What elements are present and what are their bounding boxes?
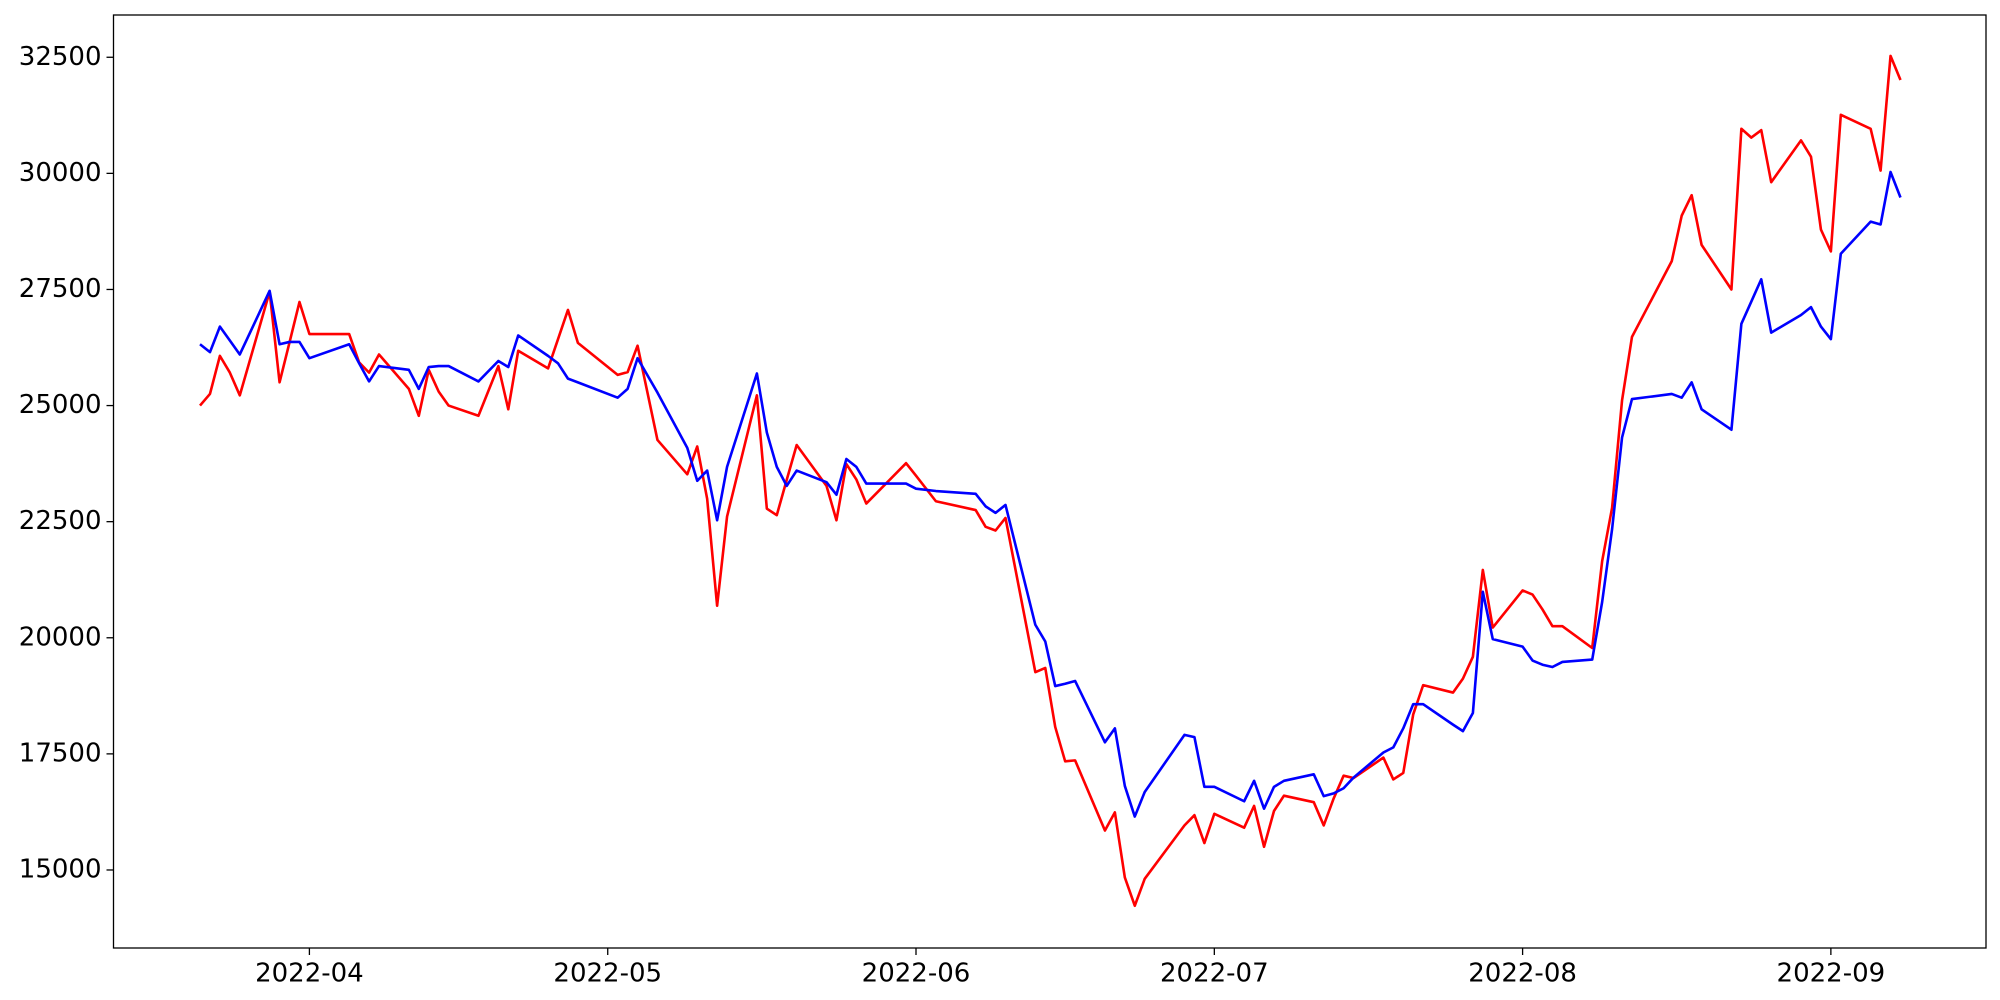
plot-frame — [112, 14, 1987, 949]
x-tick-label: 2022-09 — [1777, 959, 1886, 989]
x-tick-label: 2022-08 — [1468, 959, 1577, 989]
y-tick-label: 27500 — [19, 274, 102, 304]
series-line — [199, 170, 1902, 818]
y-tick-label: 25000 — [19, 390, 102, 420]
y-tick-label: 20000 — [19, 622, 102, 652]
y-tick-label: 30000 — [19, 158, 102, 188]
series-line — [199, 54, 1902, 908]
x-tick-label: 2022-07 — [1160, 959, 1269, 989]
y-tick-label: 15000 — [19, 854, 102, 884]
y-tick-label: 17500 — [19, 738, 102, 768]
x-tick-label: 2022-06 — [862, 959, 971, 989]
y-tick-label: 22500 — [19, 506, 102, 536]
y-tick-label: 32500 — [19, 42, 102, 72]
x-tick-label: 2022-05 — [553, 959, 662, 989]
x-tick-label: 2022-04 — [255, 959, 364, 989]
